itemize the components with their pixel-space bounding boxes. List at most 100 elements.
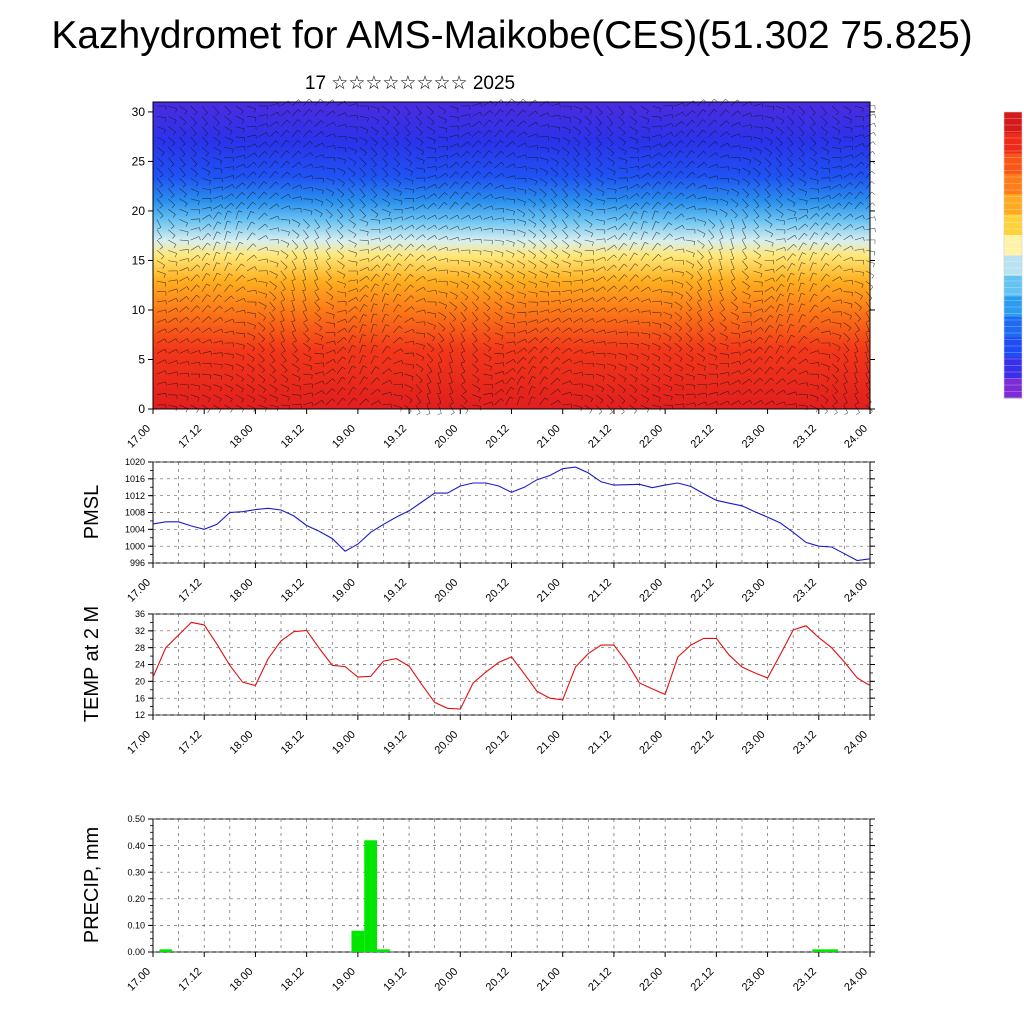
wind-barb-flag [252,201,256,205]
wind-barb [348,229,357,235]
wind-barb-flag [569,347,572,352]
wind-barb-flag [790,324,795,327]
wind-barb [494,342,504,346]
wind-barb [235,274,243,282]
wind-barb-flag [298,377,301,382]
wind-barb [190,284,197,292]
wind-barb [798,293,802,302]
wind-barb-flag [219,305,223,310]
wind-barb [820,330,830,334]
wind-barb [337,310,346,313]
wind-barb-flag [535,181,538,185]
precip-bar [159,949,173,952]
wind-barb-flag [581,349,584,354]
wind-barb [663,202,670,210]
wind-barb-flag [736,316,740,321]
wind-barb-flag [264,305,267,310]
wind-barb [415,384,422,392]
wind-barb-flag [568,263,571,268]
wind-barb [573,219,580,227]
wind-barb-flag [535,122,539,126]
wind-barb [697,184,706,189]
colorbar-swatch [1004,112,1022,133]
wind-barb-flag [367,267,370,271]
wind-barb [438,373,442,383]
wind-barb-flag [281,350,286,354]
wind-barb-flag [449,402,454,405]
precip-ytick-label: 0.20 [127,894,145,904]
wind-barb-flag [715,211,718,216]
wind-barb [258,301,267,307]
wind-barb [449,225,458,230]
wind-barb [213,283,219,292]
wind-barb [201,252,207,261]
wind-barb [787,226,796,230]
wind-barb [663,353,672,359]
wind-barb [460,237,470,241]
wind-barb [505,396,511,406]
wind-barb [640,310,650,313]
wind-barb-flag [724,327,728,332]
wind-barb [381,356,389,364]
wind-barb [291,384,301,387]
wind-barb-flag [322,142,325,147]
wind-barb-flag [750,148,752,153]
wind-barb [573,208,581,215]
wind-barb [156,229,163,238]
wind-barb-flag [633,231,638,235]
wind-barb [235,298,245,303]
wind-barb-flag [466,181,470,185]
wind-barb [415,363,424,370]
wind-barb-flag [333,349,336,354]
wind-barb-flag [646,367,650,372]
wind-barb-flag [418,122,423,126]
wind-barb-flag [626,195,629,200]
wind-barb-flag [840,166,842,171]
wind-barb [314,362,324,365]
wind-barb-flag [409,399,413,404]
heatmap-xtick-label: 17.12 [176,423,204,451]
colorbar-swatch [1004,316,1022,338]
wind-barb-flag [655,221,660,224]
wind-barb [213,328,222,334]
wind-barb-flag [568,129,571,134]
wind-barb-flag [285,255,289,259]
wind-barb [528,239,536,246]
wind-barb-flag [564,184,568,188]
wind-barb [370,324,374,333]
wind-barb-flag [340,256,345,260]
wind-barb [471,353,479,361]
wind-barb [539,336,547,344]
wind-barb [809,116,816,124]
wind-barb [832,146,842,150]
wind-barb [663,151,671,158]
wind-barb-flag [253,254,257,259]
wind-barb [663,363,672,369]
wind-barb [190,327,199,334]
wind-barb-flag [230,398,233,403]
wind-barb-flag [851,128,853,133]
wind-barb-flag [511,377,515,381]
wind-barb-flag [800,133,805,137]
wind-barb-flag [703,366,706,371]
wind-barb [730,219,735,228]
wind-barb-flag [198,201,200,206]
wind-barb-flag [165,309,167,314]
wind-barb [359,266,368,272]
wind-barb [471,140,479,148]
wind-barb [854,152,863,158]
wind-barb-flag [730,268,735,271]
wind-barb-flag [232,184,235,189]
wind-barb-flag [286,388,290,392]
wind-barb [708,322,715,330]
wind-barb-flag [546,327,550,332]
heatmap-xtick-label: 17.00 [125,423,153,451]
wind-barb-flag [277,112,280,116]
wind-barb-flag [469,238,471,243]
wind-barb [629,373,638,380]
wind-barb-flag [231,307,235,312]
wind-barb [865,322,870,332]
wind-barb [190,198,200,202]
wind-barb-flag [844,412,849,415]
wind-barb-flag [314,258,318,261]
